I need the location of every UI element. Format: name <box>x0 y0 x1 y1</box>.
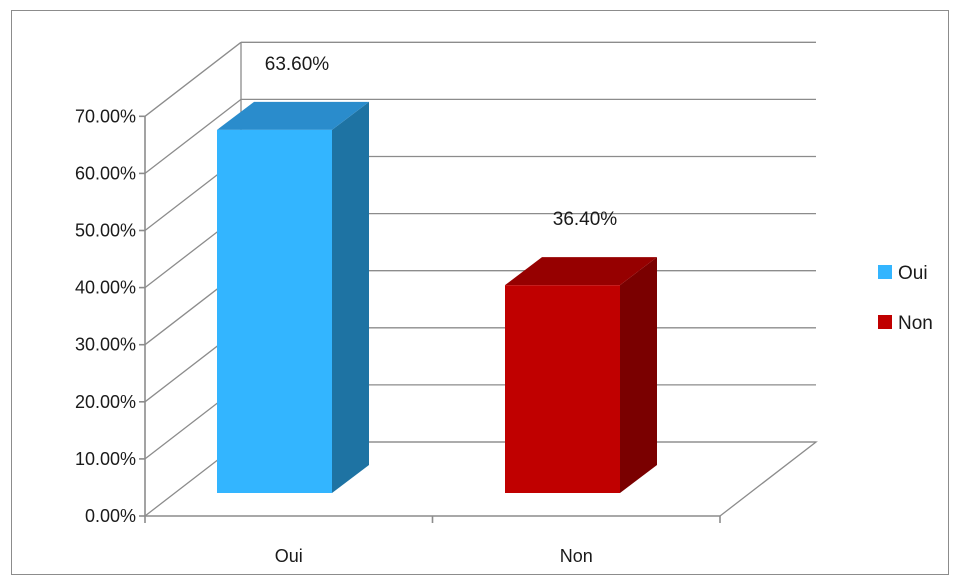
bar-non <box>505 257 657 493</box>
bar-front-face <box>505 285 620 493</box>
x-category-label: Oui <box>275 546 303 566</box>
legend-swatch <box>878 265 892 279</box>
y-tick-label: 50.00% <box>75 221 136 241</box>
x-category-label: Non <box>560 546 593 566</box>
y-tick-label: 10.00% <box>75 449 136 469</box>
legend-label: Oui <box>898 263 928 284</box>
bar-top-face <box>217 101 369 130</box>
y-tick-labels: 0.00% 10.00% 20.00% 30.00% 40.00% 50.00% 60.00… <box>75 106 136 526</box>
data-label-oui: 63.60% <box>265 54 330 75</box>
data-label-non: 36.40% <box>553 209 618 230</box>
data-labels: 63.60% 36.40% <box>265 54 618 230</box>
y-tick-label: 40.00% <box>75 278 136 298</box>
bar-side-face <box>332 101 369 494</box>
legend-label: Non <box>898 313 933 334</box>
legend: Oui Non <box>878 263 933 334</box>
legend-item-non: Non <box>878 313 933 334</box>
chart-axes <box>139 115 721 523</box>
chart-frame <box>11 10 949 575</box>
gridline-side <box>144 41 242 117</box>
y-tick-label: 30.00% <box>75 335 136 355</box>
y-tick-label: 70.00% <box>75 106 136 126</box>
bar-oui <box>217 101 369 494</box>
chart-bars <box>217 101 657 494</box>
y-tick-label: 20.00% <box>75 392 136 412</box>
x-category-labels: Oui Non <box>275 546 593 566</box>
bar-top-face <box>505 257 657 286</box>
bar-side-face <box>620 257 657 493</box>
y-tick-label: 60.00% <box>75 163 136 183</box>
legend-swatch <box>878 315 892 329</box>
y-tick-label: 0.00% <box>85 506 136 526</box>
bar-front-face <box>217 129 332 493</box>
gridline-side <box>144 98 242 174</box>
legend-item-oui: Oui <box>878 263 928 284</box>
